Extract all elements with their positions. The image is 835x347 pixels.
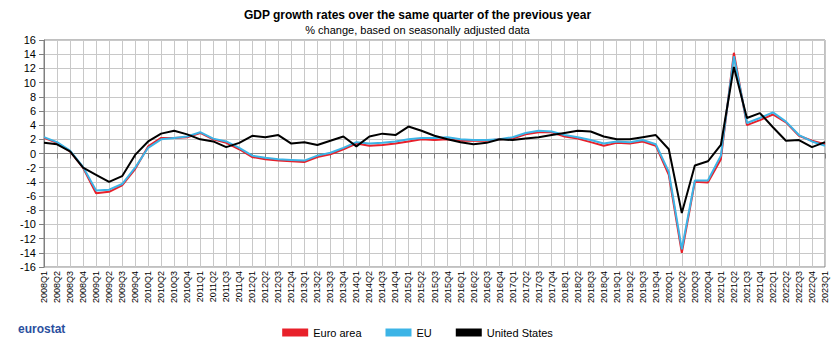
svg-text:2016Q1: 2016Q1	[456, 271, 466, 303]
svg-text:2011Q2: 2011Q2	[208, 271, 218, 302]
svg-text:2010Q1: 2010Q1	[143, 271, 153, 303]
svg-text:2018Q1: 2018Q1	[560, 271, 570, 303]
svg-text:8: 8	[30, 91, 36, 103]
svg-text:eurostat: eurostat	[18, 322, 65, 336]
svg-text:-12: -12	[20, 233, 36, 245]
svg-text:2022Q1: 2022Q1	[768, 271, 778, 303]
svg-text:-6: -6	[26, 190, 36, 202]
svg-text:2008Q4: 2008Q4	[78, 271, 88, 303]
svg-text:2011Q4: 2011Q4	[234, 271, 244, 302]
svg-text:6: 6	[30, 105, 36, 117]
svg-text:2022Q3: 2022Q3	[794, 271, 804, 303]
svg-text:2020Q2: 2020Q2	[677, 271, 687, 303]
svg-text:2010Q4: 2010Q4	[182, 271, 192, 303]
svg-text:2013Q3: 2013Q3	[325, 271, 335, 303]
svg-text:2008Q1: 2008Q1	[39, 271, 49, 303]
svg-text:-14: -14	[20, 247, 36, 259]
svg-text:2009Q1: 2009Q1	[91, 271, 101, 303]
svg-text:2017Q3: 2017Q3	[534, 271, 544, 303]
svg-text:-2: -2	[26, 162, 36, 174]
svg-text:2008Q3: 2008Q3	[65, 271, 75, 303]
svg-text:2019Q3: 2019Q3	[638, 271, 648, 303]
svg-text:2021Q1: 2021Q1	[716, 271, 726, 303]
svg-text:2018Q2: 2018Q2	[573, 271, 583, 303]
svg-text:2022Q4: 2022Q4	[807, 271, 817, 303]
svg-text:2016Q2: 2016Q2	[469, 271, 479, 303]
svg-text:2009Q2: 2009Q2	[104, 271, 114, 303]
svg-text:2012Q4: 2012Q4	[286, 271, 296, 303]
svg-text:2022Q2: 2022Q2	[781, 271, 791, 303]
svg-text:2014Q1: 2014Q1	[351, 271, 361, 303]
svg-text:2011Q3: 2011Q3	[221, 271, 231, 302]
svg-text:2017Q4: 2017Q4	[547, 271, 557, 303]
svg-text:2015Q3: 2015Q3	[430, 271, 440, 303]
svg-text:2019Q2: 2019Q2	[625, 271, 635, 303]
svg-text:2014Q4: 2014Q4	[390, 271, 400, 303]
svg-text:2017Q1: 2017Q1	[508, 271, 518, 303]
svg-text:2015Q4: 2015Q4	[443, 271, 453, 303]
svg-text:2014Q2: 2014Q2	[364, 271, 374, 303]
svg-text:12: 12	[24, 62, 36, 74]
svg-text:2018Q3: 2018Q3	[586, 271, 596, 303]
svg-text:4: 4	[30, 119, 36, 131]
svg-text:16: 16	[24, 34, 36, 46]
svg-text:EU: EU	[416, 327, 431, 339]
svg-text:14: 14	[24, 48, 36, 60]
svg-text:-16: -16	[20, 261, 36, 273]
svg-text:2016Q3: 2016Q3	[482, 271, 492, 303]
svg-text:2013Q4: 2013Q4	[338, 271, 348, 303]
svg-text:GDP growth rates over the same: GDP growth rates over the same quarter o…	[244, 8, 592, 22]
svg-text:2019Q4: 2019Q4	[651, 271, 661, 303]
svg-text:2021Q2: 2021Q2	[729, 271, 739, 303]
svg-text:2020Q1: 2020Q1	[664, 271, 674, 303]
svg-text:0: 0	[30, 148, 36, 160]
svg-text:2015Q2: 2015Q2	[416, 271, 426, 303]
svg-text:2012Q2: 2012Q2	[260, 271, 270, 303]
svg-text:United States: United States	[487, 327, 554, 339]
svg-text:2013Q1: 2013Q1	[299, 271, 309, 303]
svg-text:2023Q1: 2023Q1	[820, 271, 830, 303]
svg-text:2: 2	[30, 133, 36, 145]
svg-text:Euro area: Euro area	[313, 327, 362, 339]
svg-text:2018Q4: 2018Q4	[599, 271, 609, 303]
svg-text:2012Q1: 2012Q1	[247, 271, 257, 303]
svg-text:-4: -4	[26, 176, 36, 188]
svg-text:2010Q2: 2010Q2	[156, 271, 166, 303]
svg-text:2013Q2: 2013Q2	[312, 271, 322, 303]
svg-text:2014Q3: 2014Q3	[377, 271, 387, 303]
svg-text:2020Q3: 2020Q3	[690, 271, 700, 303]
svg-text:2008Q2: 2008Q2	[52, 271, 62, 303]
svg-text:2021Q3: 2021Q3	[742, 271, 752, 303]
svg-text:2012Q3: 2012Q3	[273, 271, 283, 303]
svg-text:10: 10	[24, 77, 36, 89]
svg-text:2010Q3: 2010Q3	[169, 271, 179, 303]
svg-text:2009Q3: 2009Q3	[117, 271, 127, 303]
svg-text:2020Q4: 2020Q4	[703, 271, 713, 303]
svg-text:2009Q4: 2009Q4	[130, 271, 140, 303]
svg-text:% change, based on seasonally: % change, based on seasonally adjusted d…	[305, 24, 530, 36]
svg-text:2016Q4: 2016Q4	[495, 271, 505, 303]
svg-text:2017Q2: 2017Q2	[521, 271, 531, 303]
svg-text:-10: -10	[20, 218, 36, 230]
svg-text:2011Q1: 2011Q1	[195, 271, 205, 302]
svg-text:2021Q4: 2021Q4	[755, 271, 765, 303]
svg-text:2019Q1: 2019Q1	[612, 271, 622, 303]
svg-text:-8: -8	[26, 204, 36, 216]
svg-text:2015Q1: 2015Q1	[403, 271, 413, 303]
